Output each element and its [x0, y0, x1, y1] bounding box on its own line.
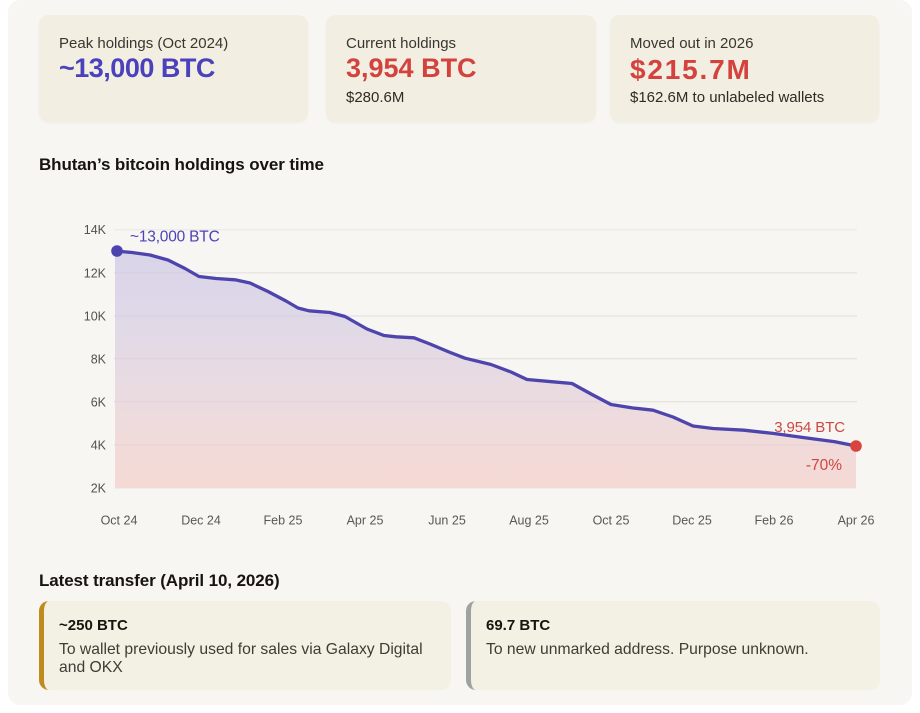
svg-text:Oct 24: Oct 24 — [101, 514, 138, 528]
svg-text:12K: 12K — [84, 266, 107, 280]
svg-text:-70%: -70% — [806, 457, 842, 474]
svg-text:Oct 25: Oct 25 — [593, 514, 630, 528]
svg-text:8K: 8K — [91, 352, 107, 366]
svg-text:Dec 24: Dec 24 — [181, 514, 221, 528]
svg-text:Aug 25: Aug 25 — [509, 514, 549, 528]
svg-text:Apr 26: Apr 26 — [838, 514, 875, 528]
svg-text:4K: 4K — [91, 438, 107, 452]
svg-text:~13,000 BTC: ~13,000 BTC — [130, 229, 220, 246]
svg-text:10K: 10K — [84, 310, 107, 324]
svg-text:14K: 14K — [84, 223, 107, 237]
svg-text:3,954 BTC: 3,954 BTC — [774, 419, 845, 436]
svg-text:Apr 25: Apr 25 — [347, 514, 384, 528]
svg-text:Jun 25: Jun 25 — [428, 514, 466, 528]
svg-text:Feb 26: Feb 26 — [755, 514, 794, 528]
svg-text:Feb 25: Feb 25 — [264, 514, 303, 528]
svg-text:2K: 2K — [91, 482, 107, 496]
svg-text:6K: 6K — [91, 395, 107, 409]
svg-text:Dec 25: Dec 25 — [672, 514, 712, 528]
